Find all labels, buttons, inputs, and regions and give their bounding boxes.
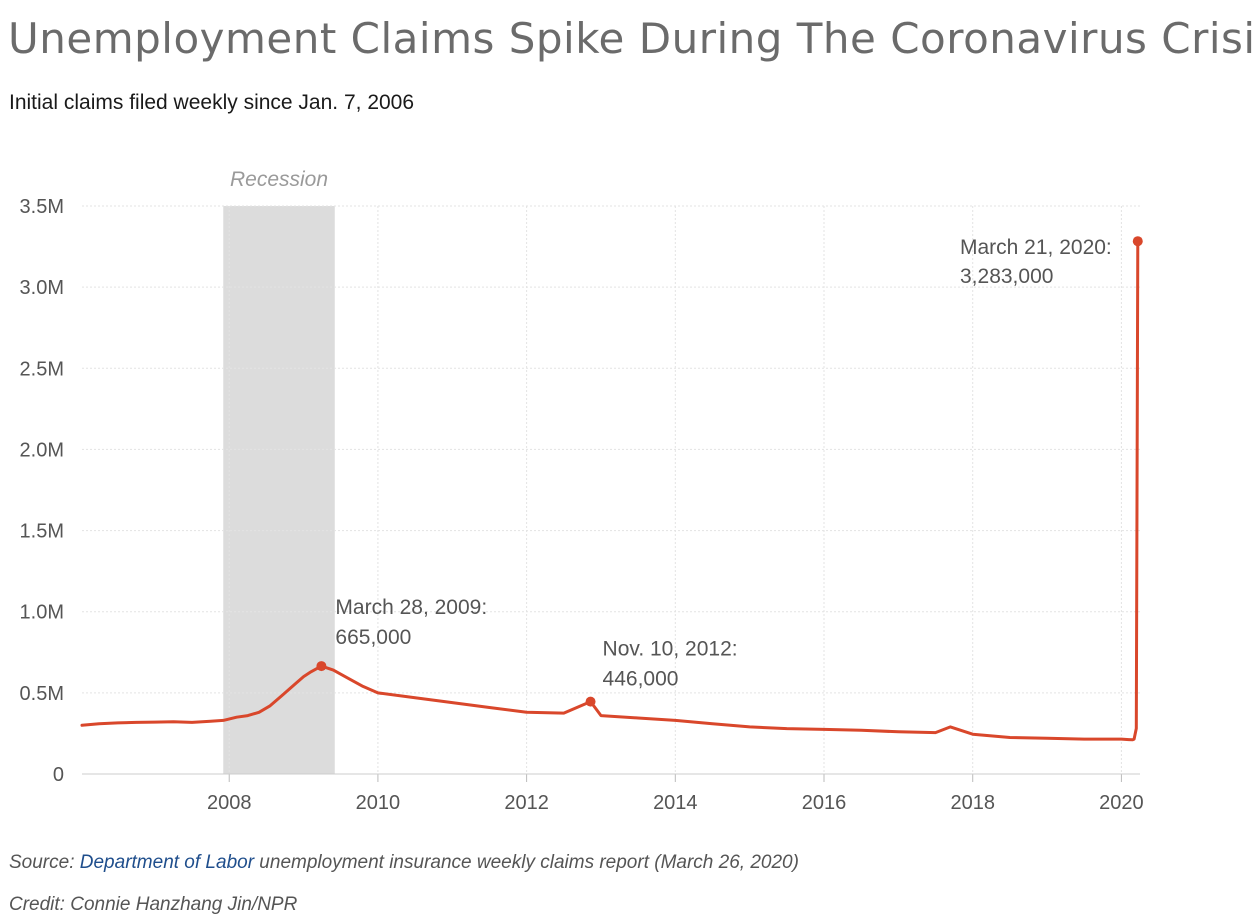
annotation-value: 446,000 (603, 668, 679, 691)
y-tick-label: 3.0M (20, 277, 64, 299)
source-suffix: unemployment insurance weekly claims rep… (254, 852, 799, 873)
credit-note: Credit: Connie Hanzhang Jin/NPR (9, 894, 298, 915)
annotation-point (1132, 236, 1143, 247)
annotation-date: March 28, 2009: (335, 596, 487, 619)
source-prefix: Source: (9, 852, 80, 873)
x-tick-label: 2012 (504, 792, 549, 814)
source-link[interactable]: Department of Labor (79, 852, 255, 873)
x-tick-label: 2008 (207, 792, 252, 814)
y-tick-label: 1.5M (20, 521, 64, 543)
x-tick-label: 2016 (802, 792, 847, 814)
y-tick-label: 2.5M (20, 358, 64, 380)
annotation-date: March 21, 2020: (960, 236, 1112, 259)
chart-title: Unemployment Claims Spike During The Cor… (8, 14, 1257, 63)
x-tick-label: 2018 (950, 792, 995, 814)
annotation-point (585, 696, 596, 707)
y-tick-label: 3.5M (20, 196, 64, 218)
x-tick-label: 2010 (356, 792, 401, 814)
annotation-value: 665,000 (335, 626, 411, 649)
y-tick-label: 0 (53, 764, 64, 786)
annotation-point (316, 661, 327, 672)
y-tick-label: 1.0M (20, 602, 64, 624)
line-chart: Recession 0 0.5M 1.0M 1.5M 2.0M 2.5M 3.0M 3.5M 2… (20, 168, 1144, 814)
x-tick-label: 2014 (653, 792, 698, 814)
annotation-value: 3,283,000 (960, 265, 1053, 288)
x-tick-label: 2020 (1099, 792, 1144, 814)
series-line (80, 239, 1140, 742)
annotation-date: Nov. 10, 2012: (603, 638, 738, 661)
chart-subtitle: Initial claims filed weekly since Jan. 7… (9, 91, 415, 114)
y-tick-label: 0.5M (20, 683, 64, 705)
y-tick-label: 2.0M (20, 439, 64, 461)
source-note: Source: Department of Labor unemployment… (9, 852, 799, 874)
recession-shade (223, 206, 335, 774)
recession-label: Recession (230, 168, 328, 191)
